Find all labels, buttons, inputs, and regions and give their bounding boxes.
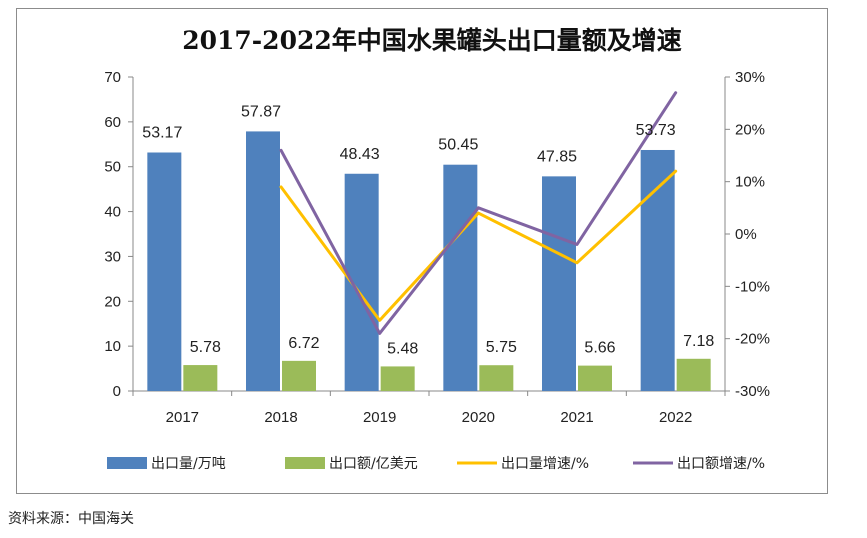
bar-export-value <box>578 365 612 391</box>
data-label-export-volume: 48.43 <box>340 146 380 163</box>
y-right-tick-label: -20% <box>735 331 770 348</box>
y-right-tick-label: -10% <box>735 278 770 295</box>
y-left-tick-label: 60 <box>104 114 121 131</box>
y-left-tick-label: 40 <box>104 204 121 221</box>
bar-export-value <box>183 365 218 391</box>
y-left-tick-label: 50 <box>104 159 121 176</box>
bar-export-value <box>282 360 316 391</box>
x-tick-label: 2022 <box>659 409 692 426</box>
data-label-export-volume: 53.17 <box>142 124 182 141</box>
bar-export-value <box>479 365 514 391</box>
bar-export-value <box>380 366 415 391</box>
chart: 2017-2022年中国水果罐头出口量额及增速 0 10 20 30 40 50 60 70 -… <box>104 26 770 472</box>
y-left-tick-label: 70 <box>104 69 121 86</box>
data-label-export-value: 5.66 <box>584 340 615 357</box>
legend-label: 出口量/万吨 <box>151 456 226 472</box>
line-volume-growth <box>279 169 678 322</box>
chart-container: 2017-2022年中国水果罐头出口量额及增速 0 10 20 30 40 50 60 70 -… <box>16 8 828 494</box>
line-value-growth <box>279 91 678 335</box>
y-right-tick-label: -30% <box>735 383 770 400</box>
y-left-tick-label: 0 <box>113 383 121 400</box>
legend-label: 出口量增速/% <box>501 456 589 472</box>
bar-export-volume <box>246 131 280 391</box>
bar-export-volume <box>640 149 675 391</box>
data-label-export-value: 5.78 <box>190 339 221 356</box>
data-label-export-value: 6.72 <box>288 335 319 352</box>
source-note: 资料来源：中国海关 <box>8 511 134 527</box>
bar-export-volume <box>542 176 576 391</box>
y-right-tick-label: 30% <box>735 69 765 86</box>
legend-label: 出口额/亿美元 <box>329 456 418 472</box>
data-label-export-volume: 47.85 <box>537 148 577 165</box>
bar-export-value <box>676 358 711 391</box>
data-label-export-value: 5.48 <box>387 340 418 357</box>
x-tick-label: 2019 <box>363 409 396 426</box>
x-tick-label: 2020 <box>462 409 495 426</box>
data-label-export-volume: 57.87 <box>241 103 281 120</box>
bar-export-volume <box>443 164 478 391</box>
y-left-tick-label: 30 <box>104 248 121 265</box>
x-tick-label: 2017 <box>166 409 199 426</box>
data-label-export-value: 7.18 <box>683 333 714 350</box>
legend-swatch <box>107 457 147 469</box>
legend-swatch <box>285 457 325 469</box>
y-right-tick-label: 20% <box>735 121 765 138</box>
x-tick-label: 2021 <box>560 409 593 426</box>
y-right-tick-label: 10% <box>735 174 765 191</box>
x-tick-label: 2018 <box>264 409 297 426</box>
legend-label: 出口额增速/% <box>677 456 765 472</box>
chart-title: 2017-2022年中国水果罐头出口量额及增速 <box>182 26 682 55</box>
data-label-export-value: 5.75 <box>486 339 517 356</box>
y-left-tick-label: 10 <box>104 338 121 355</box>
bar-export-volume <box>147 152 182 391</box>
y-left-tick-label: 20 <box>104 293 121 310</box>
data-label-export-volume: 53.73 <box>636 122 676 139</box>
data-label-export-volume: 50.45 <box>438 137 478 154</box>
y-right-tick-label: 0% <box>735 226 757 243</box>
